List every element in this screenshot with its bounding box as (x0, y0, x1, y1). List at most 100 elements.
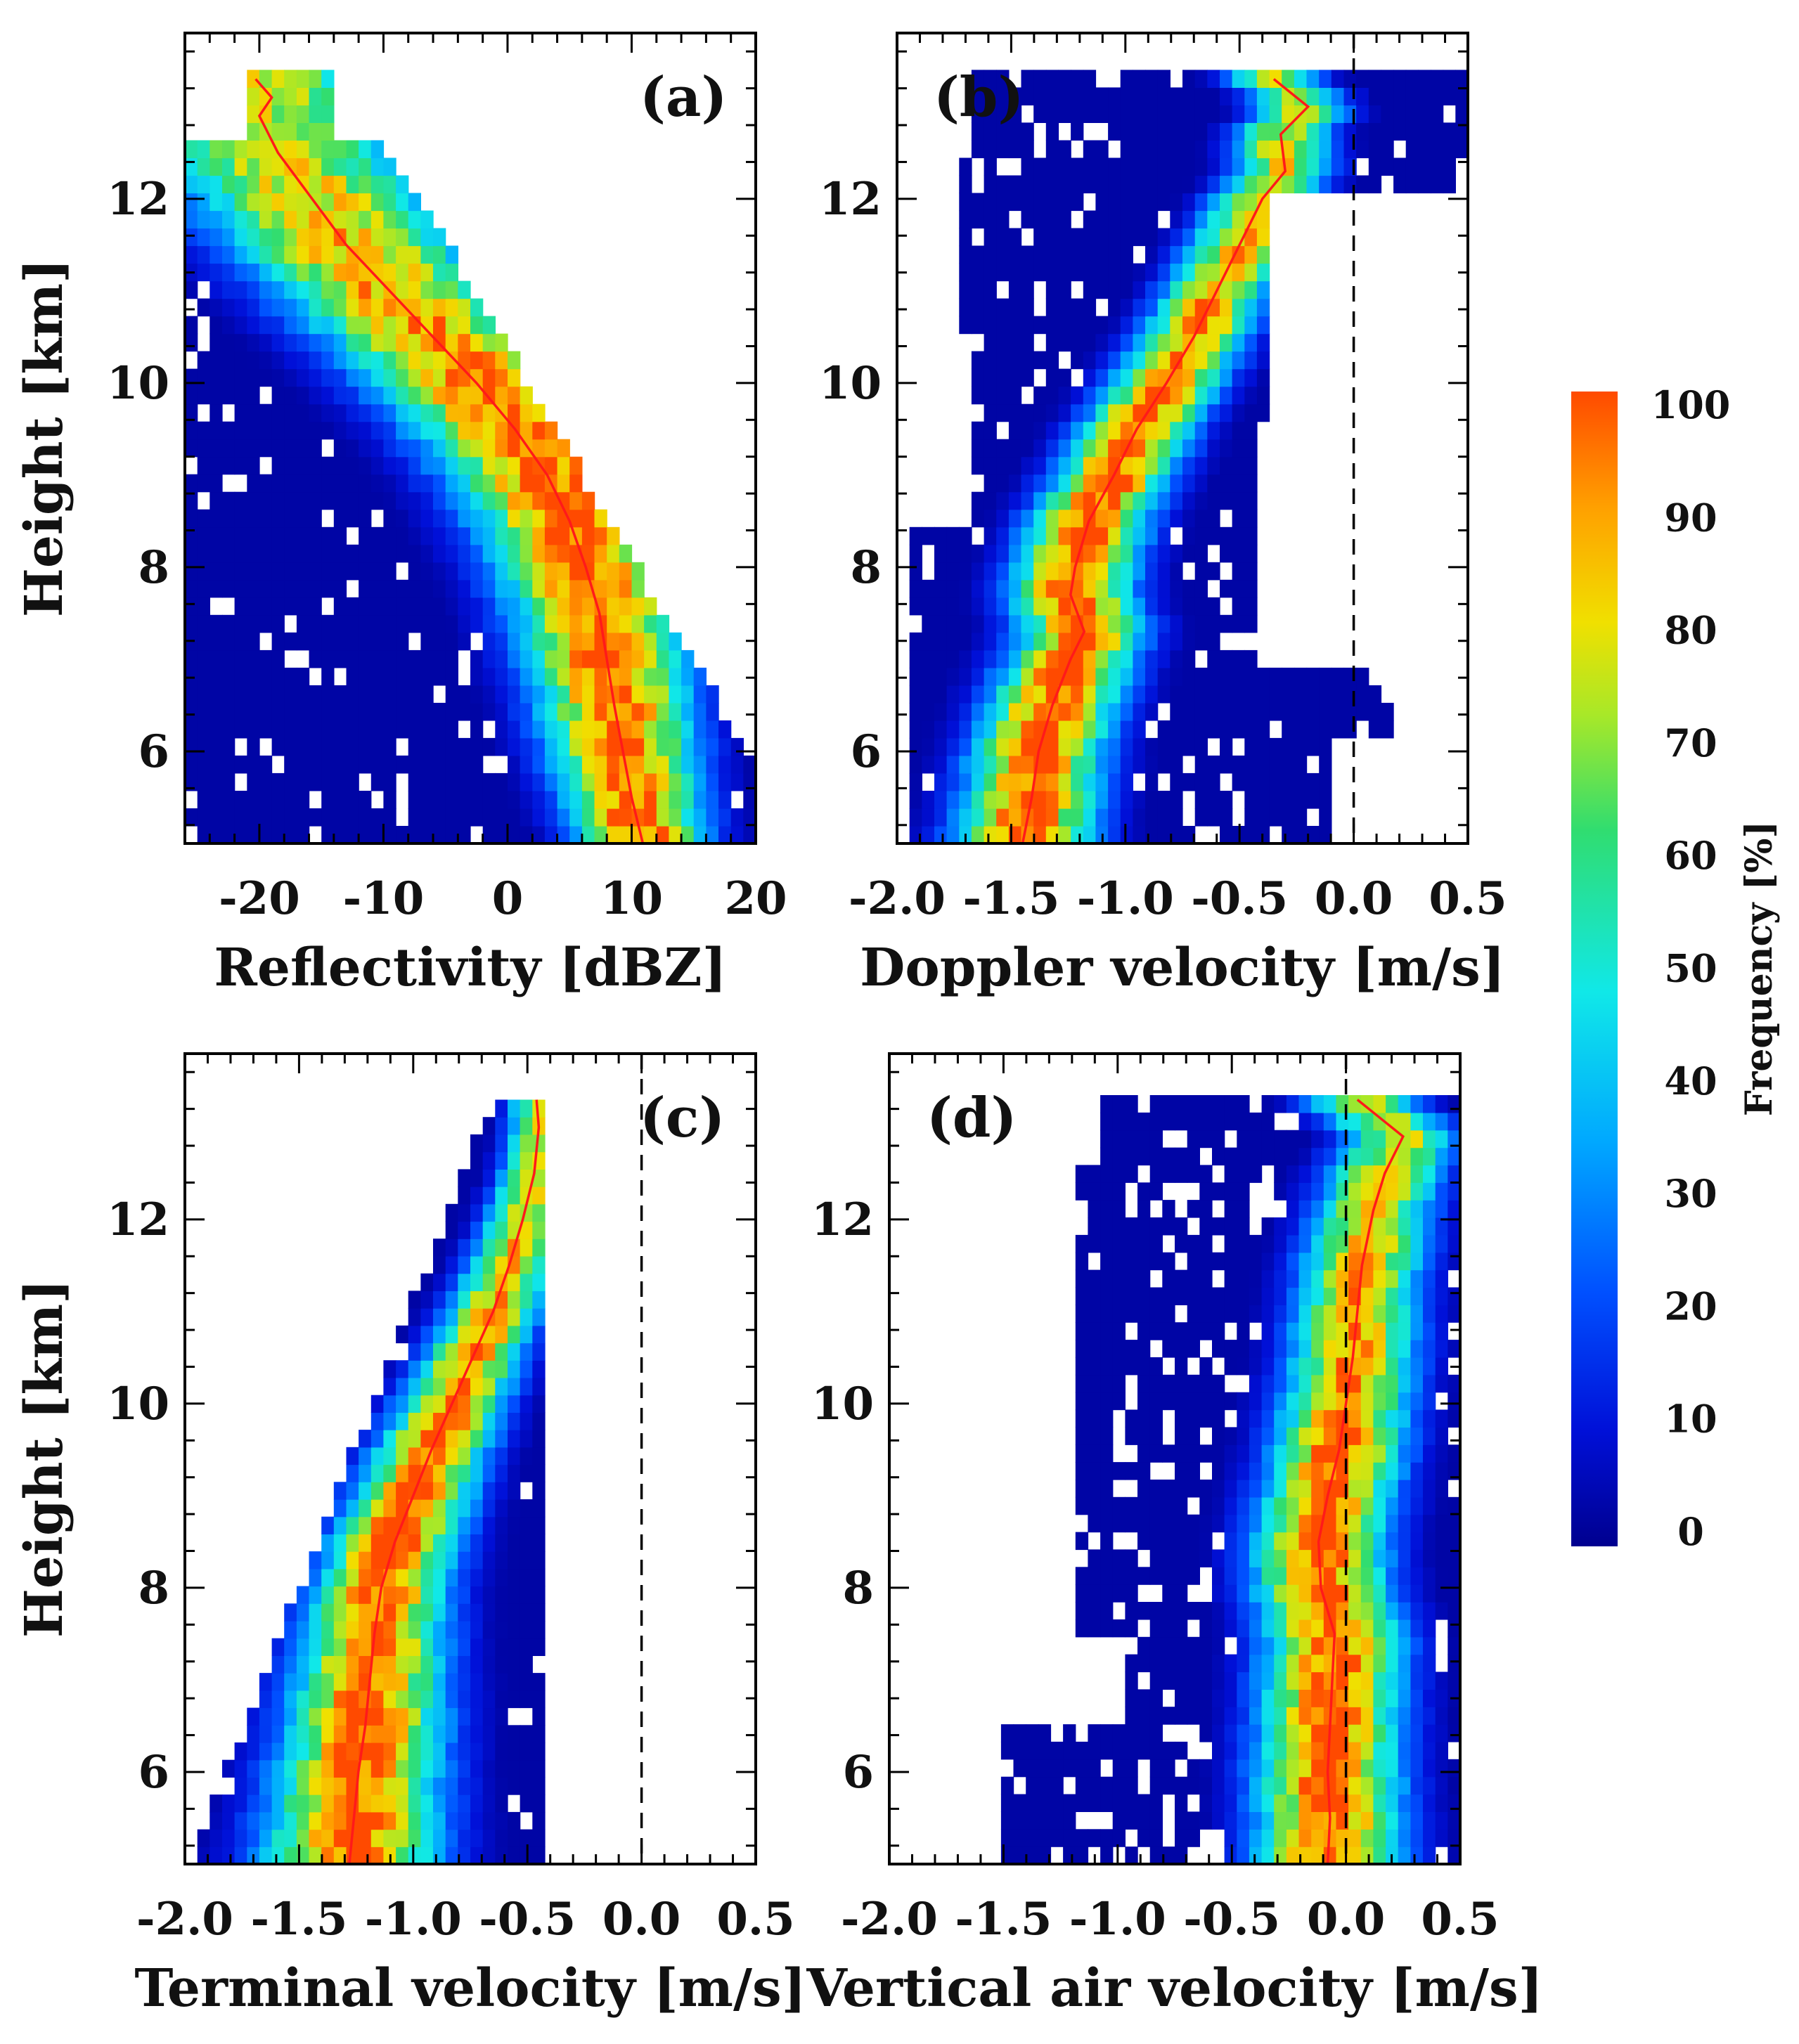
heatmap-cell (1237, 1602, 1250, 1620)
heatmap-cell (1075, 1584, 1089, 1603)
heatmap-cell (1435, 1496, 1448, 1515)
heatmap-cell (1286, 1409, 1300, 1428)
heatmap-cell (1137, 1602, 1151, 1620)
heatmap-cell (508, 1378, 521, 1396)
heatmap-cell (1447, 1462, 1461, 1480)
heatmap-cell (321, 720, 335, 739)
heatmap-cell (408, 1638, 421, 1656)
heatmap-cell (1237, 1532, 1250, 1551)
heatmap-cell (445, 403, 458, 422)
heatmap-cell (1447, 1829, 1461, 1847)
heatmap-cell (693, 826, 707, 844)
heatmap-cell (1008, 649, 1022, 668)
heatmap-cell (1220, 737, 1233, 756)
heatmap-cell (370, 737, 385, 756)
heatmap-cell (482, 1360, 496, 1378)
heatmap-cell (1120, 228, 1133, 247)
heatmap-cell (1373, 1147, 1386, 1166)
heatmap-cell (1157, 193, 1171, 212)
heatmap-cell (1232, 175, 1245, 194)
heatmap-cell (247, 298, 260, 317)
heatmap-cell (1220, 210, 1233, 229)
heatmap-cell (321, 562, 335, 581)
heatmap-cell (1100, 1287, 1114, 1305)
heatmap-cell (185, 755, 198, 774)
heatmap-cell (1368, 702, 1382, 721)
heatmap-cell (1008, 386, 1022, 405)
heatmap-cell (271, 808, 285, 827)
heatmap-cell (420, 1395, 434, 1413)
heatmap-cell (693, 720, 707, 739)
heatmap-cell (197, 826, 210, 844)
heatmap-cell (1237, 1217, 1250, 1236)
heatmap-cell (271, 474, 285, 493)
heatmap-cell (1075, 1340, 1089, 1358)
heatmap-cell (1149, 1427, 1163, 1445)
heatmap-cell (185, 614, 198, 633)
heatmap-cell (1311, 1095, 1324, 1113)
heatmap-cell (532, 1273, 546, 1291)
heatmap-cell (1398, 1409, 1411, 1428)
heatmap-cell (1286, 1549, 1300, 1567)
heatmap-cell (996, 333, 1010, 352)
heatmap-cell (495, 1846, 508, 1865)
heatmap-cell (495, 333, 508, 352)
heatmap-cell (1410, 1147, 1424, 1166)
heatmap-cell (1045, 316, 1059, 335)
heatmap-cell (247, 544, 260, 563)
heatmap-cell (1220, 439, 1233, 458)
heatmap-cell (1021, 87, 1034, 105)
heatmap-cell (1075, 1287, 1089, 1305)
heatmap-cell (693, 737, 707, 756)
heatmap-cell (370, 1794, 385, 1813)
heatmap-cell (619, 562, 633, 581)
heatmap-cell (284, 772, 297, 791)
heatmap-cell (259, 157, 273, 176)
heatmap-cell (1298, 1514, 1312, 1533)
heatmap-cell (309, 1777, 322, 1795)
heatmap-cell (1373, 1636, 1386, 1655)
heatmap-cell (1058, 228, 1071, 247)
heatmap-cell (532, 1638, 546, 1656)
heatmap-cell (508, 1603, 521, 1622)
heatmap-cell (271, 280, 285, 299)
heatmap-cell (234, 632, 247, 651)
heatmap-cell (1286, 1287, 1300, 1305)
heatmap-cell (1083, 755, 1097, 774)
heatmap-cell (359, 544, 372, 563)
heatmap-cell (1286, 1584, 1300, 1603)
heatmap-cell (346, 157, 359, 176)
heatmap-cell (1199, 1217, 1213, 1236)
heatmap-cell (1112, 1811, 1126, 1830)
heatmap-cell (1182, 70, 1196, 88)
heatmap-cell (1075, 1794, 1089, 1812)
heatmap-cell (445, 333, 458, 352)
heatmap-cell (1207, 228, 1220, 247)
heatmap-cell (1187, 1602, 1200, 1620)
heatmap-cell (1145, 526, 1159, 545)
heatmap-cell (959, 702, 972, 721)
heatmap-cell (1423, 1340, 1436, 1358)
heatmap-cell (532, 1811, 546, 1830)
heatmap-cell (1423, 1689, 1436, 1707)
heatmap-cell (321, 791, 335, 809)
heatmap-cell (1095, 456, 1109, 475)
heatmap-cell (359, 1829, 372, 1847)
heatmap-cell (259, 526, 273, 545)
heatmap-cell (520, 1673, 533, 1691)
heatmap-cell (495, 1516, 508, 1534)
x-tick-label: 0.5 (1429, 872, 1507, 925)
heatmap-cell (1244, 579, 1258, 598)
heatmap-cell (458, 1256, 471, 1274)
heatmap-cell (296, 1811, 310, 1830)
heatmap-cell (383, 263, 396, 282)
heatmap-cell (1149, 1514, 1163, 1533)
heatmap-cell (1120, 175, 1133, 194)
heatmap-cell (1108, 826, 1121, 844)
heatmap-cell (271, 791, 285, 809)
heatmap-cell (296, 333, 310, 352)
heatmap-cell (470, 1846, 484, 1865)
heatmap-cell (408, 1291, 421, 1309)
heatmap-cell (1050, 1741, 1064, 1760)
heatmap-cell (259, 509, 273, 528)
